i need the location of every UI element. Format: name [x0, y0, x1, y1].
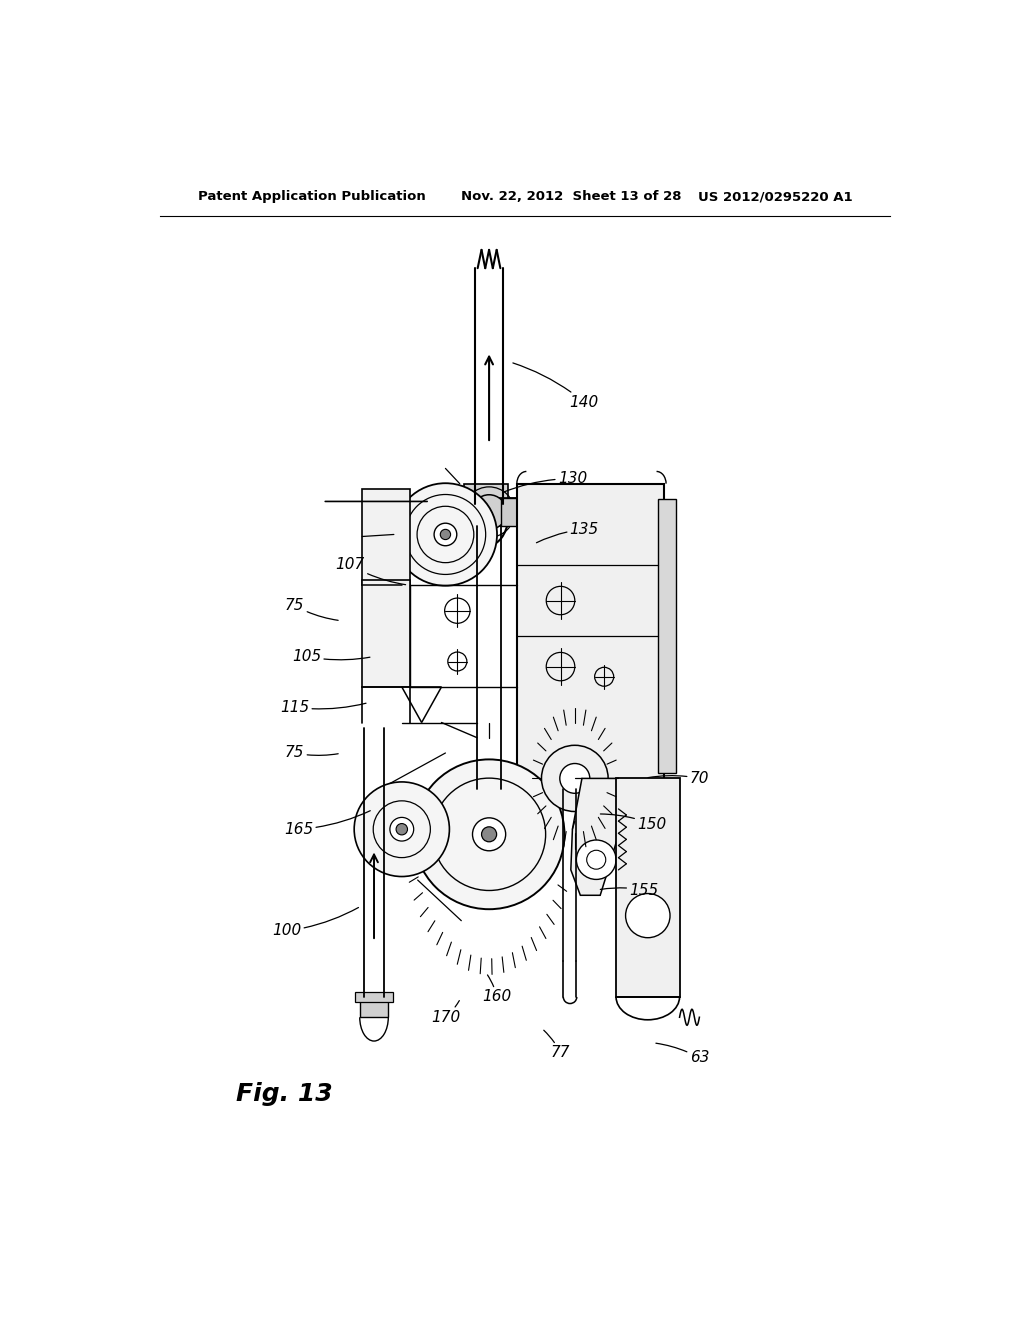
Bar: [460, 498, 518, 527]
Circle shape: [472, 495, 507, 529]
Bar: [658, 499, 676, 774]
Bar: [517, 483, 664, 788]
Bar: [355, 991, 393, 1002]
Text: 165: 165: [284, 810, 371, 837]
Text: 155: 155: [600, 883, 658, 898]
Text: 107: 107: [336, 557, 406, 585]
Circle shape: [560, 763, 590, 793]
Bar: [362, 581, 410, 686]
Text: 70: 70: [648, 771, 710, 785]
Circle shape: [577, 840, 616, 879]
Circle shape: [481, 826, 497, 842]
Text: 135: 135: [537, 521, 599, 543]
Polygon shape: [570, 779, 620, 895]
Circle shape: [434, 523, 457, 545]
Circle shape: [472, 818, 506, 851]
Text: Fig. 13: Fig. 13: [237, 1082, 333, 1106]
Circle shape: [396, 824, 408, 836]
Text: US 2012/0295220 A1: US 2012/0295220 A1: [697, 190, 852, 203]
Text: 170: 170: [431, 1001, 460, 1024]
Bar: [616, 779, 680, 997]
Text: 77: 77: [544, 1030, 570, 1060]
Bar: [359, 995, 388, 1018]
Bar: [464, 483, 508, 498]
Circle shape: [354, 781, 450, 876]
Bar: [501, 498, 517, 527]
Circle shape: [414, 759, 564, 909]
Text: Nov. 22, 2012  Sheet 13 of 28: Nov. 22, 2012 Sheet 13 of 28: [461, 190, 682, 203]
Text: 130: 130: [503, 471, 587, 492]
Text: Patent Application Publication: Patent Application Publication: [198, 190, 426, 203]
Text: 115: 115: [280, 700, 366, 714]
Text: 63: 63: [656, 1043, 710, 1065]
Bar: [362, 488, 410, 585]
Circle shape: [542, 746, 608, 812]
Circle shape: [626, 894, 670, 937]
Circle shape: [390, 817, 414, 841]
Text: 105: 105: [292, 649, 370, 664]
Text: 75: 75: [285, 598, 338, 620]
Text: 150: 150: [600, 814, 667, 832]
Text: 160: 160: [482, 975, 512, 1005]
Circle shape: [394, 483, 497, 586]
Circle shape: [440, 529, 451, 540]
Text: 140: 140: [513, 363, 599, 409]
Text: 100: 100: [272, 907, 358, 939]
Text: 75: 75: [285, 746, 338, 760]
